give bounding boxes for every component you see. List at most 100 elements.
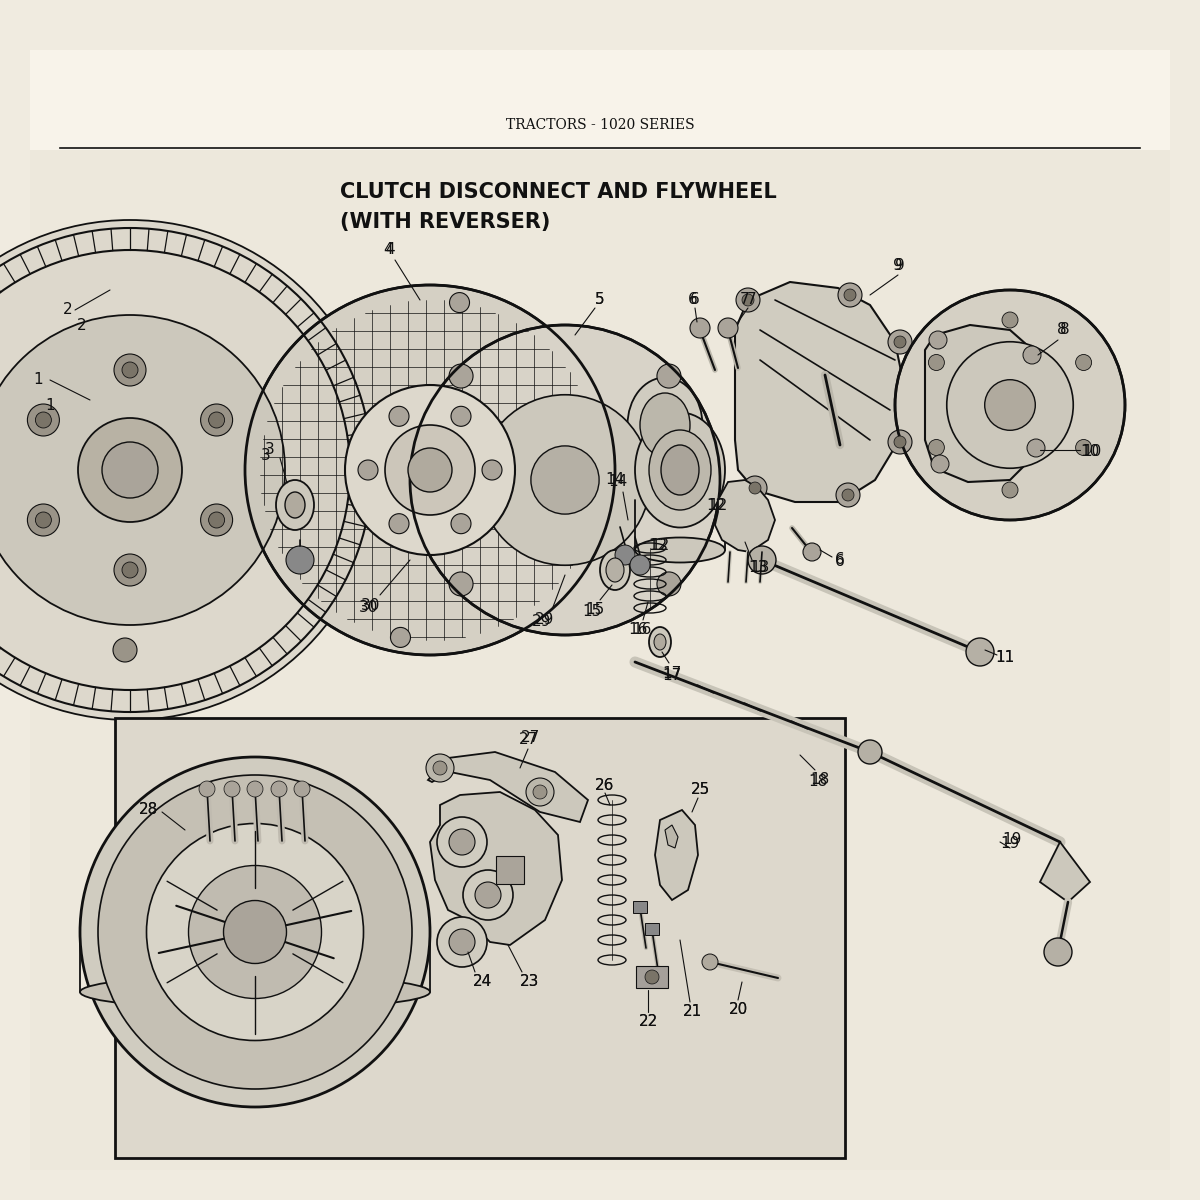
Circle shape — [385, 425, 475, 515]
Text: 28: 28 — [138, 803, 157, 817]
Text: 12: 12 — [648, 538, 667, 552]
Text: 9: 9 — [895, 258, 905, 272]
Circle shape — [410, 325, 720, 635]
Circle shape — [102, 442, 158, 498]
Text: 25: 25 — [690, 782, 709, 798]
Circle shape — [245, 284, 616, 655]
Text: 11: 11 — [995, 650, 1015, 666]
Circle shape — [656, 364, 680, 388]
Text: 1: 1 — [34, 372, 43, 388]
Circle shape — [931, 455, 949, 473]
Text: 20: 20 — [728, 1002, 748, 1018]
Circle shape — [894, 436, 906, 448]
Text: 19: 19 — [1002, 833, 1021, 847]
Ellipse shape — [606, 558, 624, 582]
Polygon shape — [665, 826, 678, 848]
Text: TRACTORS - 1020 SERIES: TRACTORS - 1020 SERIES — [505, 118, 695, 132]
Circle shape — [451, 407, 470, 426]
Text: 13: 13 — [750, 560, 769, 576]
Circle shape — [894, 336, 906, 348]
Circle shape — [35, 512, 52, 528]
Bar — [115, 718, 845, 1158]
Circle shape — [526, 778, 554, 806]
Text: 26: 26 — [595, 778, 614, 792]
Circle shape — [28, 404, 59, 436]
Text: 30: 30 — [360, 598, 379, 612]
Text: 29: 29 — [535, 612, 554, 628]
Text: 12: 12 — [650, 538, 670, 552]
Circle shape — [200, 504, 233, 536]
Circle shape — [842, 490, 854, 502]
Circle shape — [656, 572, 680, 596]
Text: 9: 9 — [893, 258, 902, 272]
Circle shape — [1075, 354, 1092, 371]
Bar — [634, 901, 647, 913]
Ellipse shape — [654, 634, 666, 650]
Text: 16: 16 — [632, 623, 652, 637]
Polygon shape — [655, 810, 698, 900]
Circle shape — [0, 314, 286, 625]
Text: 22: 22 — [638, 1014, 658, 1030]
Circle shape — [451, 514, 470, 534]
Ellipse shape — [286, 492, 305, 518]
Text: 12: 12 — [707, 498, 726, 512]
Circle shape — [475, 882, 502, 908]
Circle shape — [1044, 938, 1072, 966]
Text: 11: 11 — [995, 649, 1015, 665]
Text: 15: 15 — [586, 602, 605, 618]
Circle shape — [480, 395, 650, 565]
Circle shape — [389, 514, 409, 534]
Text: 29: 29 — [533, 614, 552, 630]
Bar — [496, 856, 524, 884]
Bar — [646, 923, 659, 935]
Circle shape — [408, 448, 452, 492]
Text: 27: 27 — [518, 732, 538, 748]
Circle shape — [895, 290, 1126, 520]
Text: 16: 16 — [629, 623, 648, 637]
Bar — [30, 50, 1170, 150]
Text: 23: 23 — [521, 974, 540, 990]
Text: 8: 8 — [1060, 323, 1070, 337]
Text: 25: 25 — [690, 782, 709, 798]
Text: 6: 6 — [688, 293, 698, 307]
Circle shape — [271, 781, 287, 797]
Text: 6: 6 — [690, 293, 700, 307]
Circle shape — [114, 354, 146, 386]
Circle shape — [98, 775, 412, 1090]
Circle shape — [449, 829, 475, 854]
Circle shape — [929, 354, 944, 371]
Text: 24: 24 — [473, 974, 493, 990]
Text: 5: 5 — [595, 293, 605, 307]
Circle shape — [449, 364, 473, 388]
Circle shape — [390, 628, 410, 648]
Ellipse shape — [628, 378, 702, 473]
Text: 18: 18 — [809, 774, 828, 790]
Text: 24: 24 — [473, 974, 493, 990]
Text: 1: 1 — [46, 397, 55, 413]
Circle shape — [28, 504, 59, 536]
Ellipse shape — [276, 480, 314, 530]
Circle shape — [433, 761, 446, 775]
Circle shape — [122, 562, 138, 578]
Text: 14: 14 — [608, 474, 628, 490]
Text: 8: 8 — [1057, 323, 1067, 337]
Circle shape — [748, 546, 776, 574]
Text: 30: 30 — [359, 600, 378, 614]
Circle shape — [358, 460, 378, 480]
FancyBboxPatch shape — [636, 966, 668, 988]
Text: 22: 22 — [638, 1014, 658, 1030]
Circle shape — [113, 638, 137, 662]
Polygon shape — [925, 325, 1042, 482]
Text: 18: 18 — [810, 773, 829, 787]
Circle shape — [122, 362, 138, 378]
Circle shape — [743, 476, 767, 500]
Circle shape — [449, 929, 475, 955]
Text: 4: 4 — [383, 242, 392, 258]
Circle shape — [966, 638, 994, 666]
Text: 3: 3 — [262, 448, 271, 462]
Circle shape — [224, 781, 240, 797]
Circle shape — [616, 545, 635, 565]
Text: 21: 21 — [683, 1004, 703, 1020]
Text: 27: 27 — [521, 731, 540, 745]
Circle shape — [749, 482, 761, 494]
